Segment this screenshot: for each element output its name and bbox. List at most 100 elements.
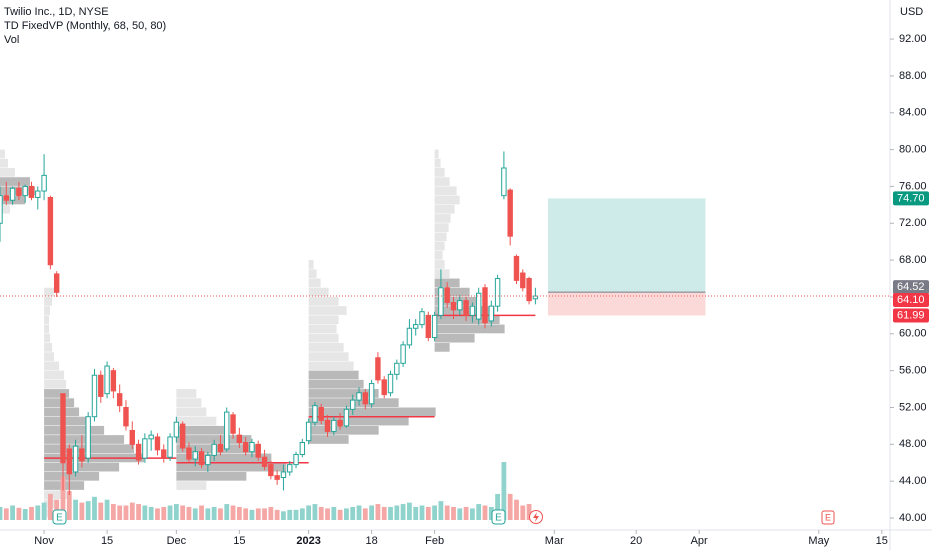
profile-row	[308, 260, 314, 269]
x-tick-label: 20	[630, 535, 642, 547]
volume-label: Vol	[4, 34, 19, 46]
volume-bar	[274, 509, 280, 520]
profile-row	[44, 352, 55, 361]
x-tick-label: 15	[233, 535, 245, 547]
candle-body	[280, 471, 287, 478]
volume-bar	[224, 504, 230, 520]
volume-bar	[73, 499, 78, 520]
candle-body	[501, 167, 507, 197]
candle-body	[249, 441, 255, 453]
last-price-label: 64.10	[897, 294, 925, 306]
profile-row	[0, 168, 15, 177]
profile-row	[44, 296, 53, 306]
stop-label-box	[893, 308, 929, 323]
profile-row	[308, 425, 379, 435]
y-tick-label: 72.00	[899, 217, 927, 229]
target-label-box	[893, 191, 929, 206]
volume-bar	[394, 505, 400, 520]
volume-bar	[155, 508, 160, 520]
volume-bar	[312, 504, 318, 520]
volume-bar	[318, 506, 324, 520]
volume-bar	[142, 505, 148, 520]
candle-body	[198, 451, 205, 466]
target-zone	[547, 198, 706, 293]
profile-row	[434, 241, 445, 251]
volume-bar	[148, 506, 154, 520]
profile-row	[434, 260, 445, 269]
candle-body	[236, 434, 243, 443]
y-tick-label: 68.00	[899, 254, 927, 266]
volume-bar	[186, 506, 192, 520]
volume-bar	[488, 506, 494, 520]
candle-body	[268, 464, 274, 477]
volume-bar	[117, 505, 123, 520]
volume-bar	[476, 504, 482, 520]
volume-bar	[287, 509, 293, 520]
dividend-icon[interactable]	[529, 510, 543, 524]
profile-row	[44, 416, 90, 426]
profile-row	[434, 287, 470, 297]
y-tick-label: 44.00	[899, 475, 927, 487]
volume-bar	[306, 505, 312, 520]
candle-body	[299, 441, 306, 455]
profile-row	[434, 250, 443, 260]
profile-row	[0, 149, 5, 159]
profile-row	[308, 269, 317, 279]
profile-row	[176, 416, 217, 426]
candle-body	[526, 278, 532, 302]
candle-body	[205, 454, 211, 466]
earnings-icon[interactable]: E	[52, 509, 67, 525]
candle-body	[104, 365, 110, 395]
profile-row	[176, 389, 197, 398]
candle-body	[28, 185, 35, 198]
volume-bar	[432, 505, 438, 520]
volume-bar	[400, 504, 406, 520]
candle-body	[230, 414, 236, 434]
volume-bar	[356, 505, 362, 520]
candle-body	[167, 436, 173, 458]
profile-row	[44, 379, 67, 389]
y-tick-label: 92.00	[899, 33, 927, 45]
candle-body	[116, 393, 123, 407]
candle-body	[161, 449, 167, 458]
volume-bar	[249, 509, 255, 520]
candle-body	[0, 195, 3, 224]
profile-row	[0, 204, 10, 214]
candle-body	[154, 436, 161, 451]
candle-body	[469, 305, 476, 316]
volume-bar	[482, 505, 488, 520]
svg-text:E: E	[825, 512, 831, 522]
profile-row	[44, 315, 50, 325]
volume-bar	[281, 511, 286, 520]
x-tick-label: 15	[101, 535, 113, 547]
profile-row	[434, 269, 450, 279]
earnings-icon[interactable]: E	[491, 509, 506, 525]
earnings-icon[interactable]: E	[821, 510, 835, 525]
volume-bar	[60, 476, 66, 520]
y-tick-label: 80.00	[899, 143, 927, 155]
y-tick-label: 40.00	[899, 512, 927, 524]
candle-body	[79, 448, 85, 462]
profile-row	[176, 462, 287, 472]
profile-row	[434, 315, 500, 325]
candle-body	[400, 344, 406, 364]
candle-body	[362, 392, 369, 405]
candle-body	[394, 362, 400, 375]
indicator-label: TD FixedVP (Monthly, 68, 50, 80)	[4, 20, 166, 32]
volume-bar	[337, 509, 343, 520]
last-price-label-box	[893, 293, 929, 308]
volume-bar	[507, 493, 513, 520]
profile-row	[308, 324, 337, 334]
profile-row	[176, 471, 247, 481]
candle-body	[343, 408, 350, 427]
profile-row	[434, 324, 505, 334]
profile-row	[434, 223, 449, 232]
candle-body	[513, 255, 520, 281]
y-tick-label: 76.00	[899, 180, 927, 192]
candle-body	[406, 327, 413, 346]
x-tick-label: 18	[365, 535, 377, 547]
volume-bar	[173, 504, 179, 520]
candle-body	[287, 464, 293, 473]
volume-bar	[205, 508, 211, 520]
candle-body	[242, 441, 249, 453]
